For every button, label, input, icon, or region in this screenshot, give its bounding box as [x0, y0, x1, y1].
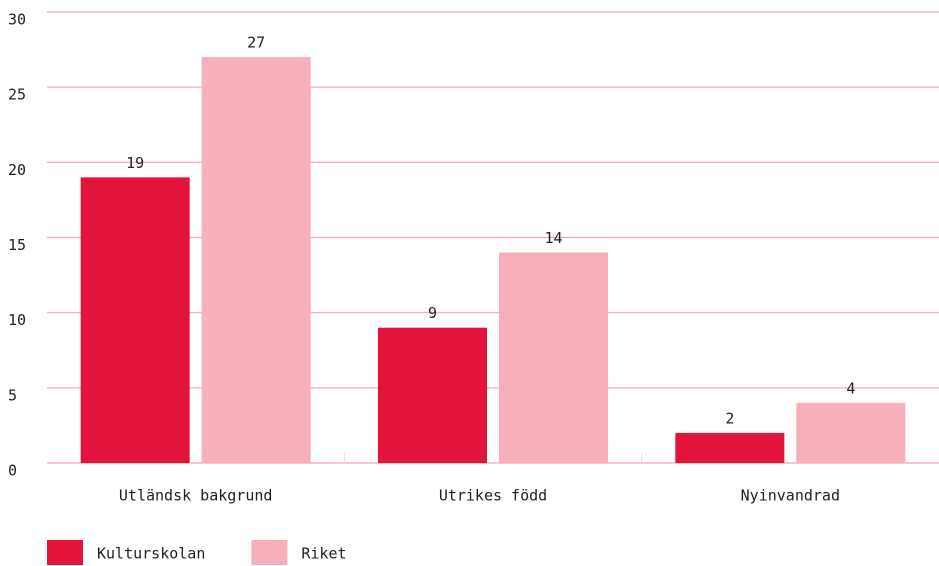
bar: [201, 57, 311, 463]
data-label: 4: [846, 379, 855, 397]
legend-label: Kulturskolan: [97, 545, 205, 563]
legend-swatch: [251, 540, 288, 565]
y-tick-label: 10: [8, 311, 26, 329]
bar: [675, 432, 785, 463]
x-tick-label: Nyinvandrad: [741, 487, 840, 505]
y-tick-label: 30: [8, 11, 26, 29]
y-tick-label: 25: [8, 86, 26, 104]
bar: [796, 402, 906, 463]
data-label: 9: [428, 304, 437, 322]
y-tick-label: 20: [8, 161, 26, 179]
data-label: 14: [544, 229, 562, 247]
legend-swatch: [47, 540, 83, 565]
x-tick-label: Utrikes född: [439, 487, 547, 505]
legend-label: Riket: [301, 545, 346, 563]
data-label: 19: [126, 154, 144, 172]
bar: [80, 177, 190, 463]
y-tick-label: 15: [8, 236, 26, 254]
y-tick-label: 0: [8, 462, 17, 480]
bar: [499, 252, 608, 463]
y-tick-label: 5: [8, 386, 17, 404]
bar: [378, 327, 487, 463]
data-label: 27: [247, 34, 265, 52]
data-label: 2: [725, 409, 734, 427]
x-tick-label: Utländsk bakgrund: [119, 487, 273, 505]
